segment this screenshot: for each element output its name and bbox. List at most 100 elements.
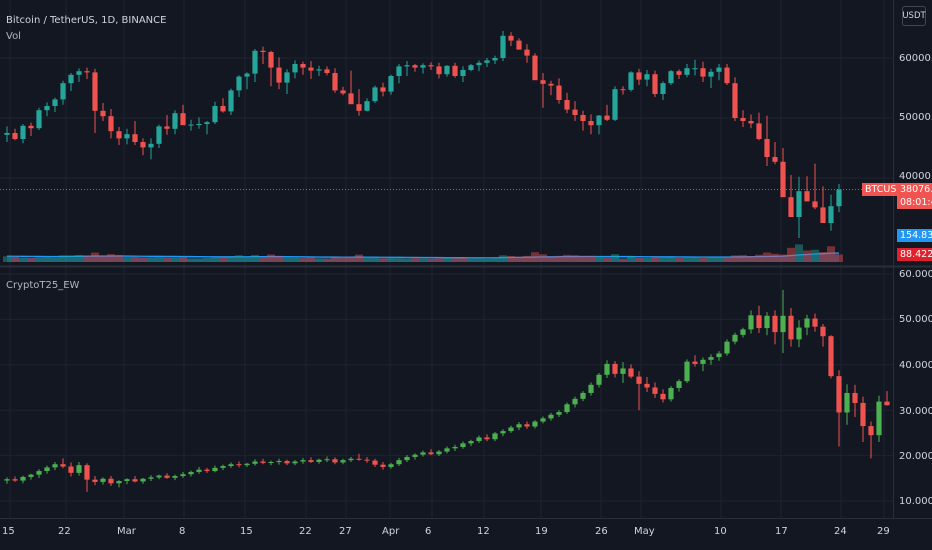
volume-bar [411,258,419,262]
btc-candle [268,52,274,68]
volume-bar [683,257,691,262]
x-tick-label: 12 [477,526,490,537]
indicator-candle [444,448,450,452]
indicator-candle [196,469,202,472]
y-tick-label: 40000.00 [899,171,932,182]
indicator-candle [428,452,434,455]
indicator-candle [748,315,754,330]
volume-bar [539,254,547,262]
volume-bar [779,254,787,262]
btc-candle [4,133,10,135]
btc-candle [836,189,842,207]
volume-bar [115,255,123,262]
chart-title: Bitcoin / TetherUS, 1D, BINANCE [6,15,167,26]
volume-bar [651,256,659,262]
indicator-candle [572,398,578,405]
indicator-candle [92,479,98,482]
btc-candle [420,65,426,68]
indicator-candle [884,401,890,406]
volume-bar [811,249,819,262]
btc-candle [396,66,402,76]
volume-bar [587,255,595,262]
btc-candle [220,106,226,112]
x-tick-label: 27 [339,526,352,537]
indicator-candle [124,479,130,482]
indicator-candle [372,460,378,465]
volume-bar [795,244,803,262]
indicator-candle [852,392,858,403]
volume-bar [755,254,763,262]
btc-candle [612,89,618,120]
indicator-candle [596,374,602,385]
volume-bar [403,258,411,262]
x-tick-label: 15 [240,526,253,537]
indicator-candle [284,461,290,464]
volume-bar [291,257,299,262]
btc-candle [588,121,594,126]
btc-candle [132,134,138,142]
indicator-candle [140,478,146,482]
volume-bar [67,255,75,262]
btc-candle [324,69,330,73]
indicator-candle [548,414,554,419]
volume-bar [123,257,131,262]
btc-candle [212,106,218,123]
indicator-candle [740,329,746,335]
indicator-candle [276,461,282,463]
y-tick-label: 40.0000 [899,360,932,371]
volume-bar [163,257,171,262]
indicator-candle [84,465,90,480]
currency-badge[interactable]: USDT [902,6,926,26]
indicator-candle [404,456,410,461]
btc-candle [68,74,74,84]
x-tick-label: 17 [775,526,788,537]
btc-candle [476,62,482,66]
btc-candle [516,40,522,50]
btc-candle [596,115,602,126]
indicator-candle [364,459,370,461]
volume-bar [595,256,603,262]
indicator-candle [652,387,658,394]
btc-candle [260,50,266,52]
indicator-candle [44,467,50,472]
volume-bar [419,258,427,262]
volume-bar [331,256,339,262]
volume-bar [659,257,667,262]
volume-bar [147,257,155,262]
indicator-candle [28,474,34,477]
btc-candle [228,90,234,112]
btc-candle [532,55,538,81]
indicator-candle [836,376,842,413]
x-tick-label: 10 [714,526,727,537]
volume-bar [435,258,443,262]
indicator-candle [708,357,714,360]
btc-candle [764,139,770,157]
volume-bar [275,256,283,262]
volume-bar [267,254,275,262]
volume-bar [43,256,51,262]
btc-candle [92,72,98,111]
volume-bar [131,256,139,262]
volume-label: Vol [6,31,21,42]
btc-candle [460,70,466,76]
volume-bar [379,258,387,262]
volume-last-tag: 88.422K [897,248,932,261]
indicator-candle [724,341,730,354]
btc-candle [44,106,50,111]
volume-bar [299,258,307,262]
btc-candle [572,109,578,115]
volume-bar [699,258,707,262]
indicator-candle [396,460,402,465]
btc-candle [340,90,346,94]
indicator-candle [532,421,538,427]
volume-bar [3,256,11,262]
volume-bar [203,258,211,262]
volume-bar [355,254,363,262]
btc-candle [60,83,66,100]
x-tick-label: 8 [179,526,186,537]
indicator-candle [412,454,418,457]
volume-bar [763,252,771,262]
volume-bar [387,257,395,262]
btc-candle [188,124,194,126]
